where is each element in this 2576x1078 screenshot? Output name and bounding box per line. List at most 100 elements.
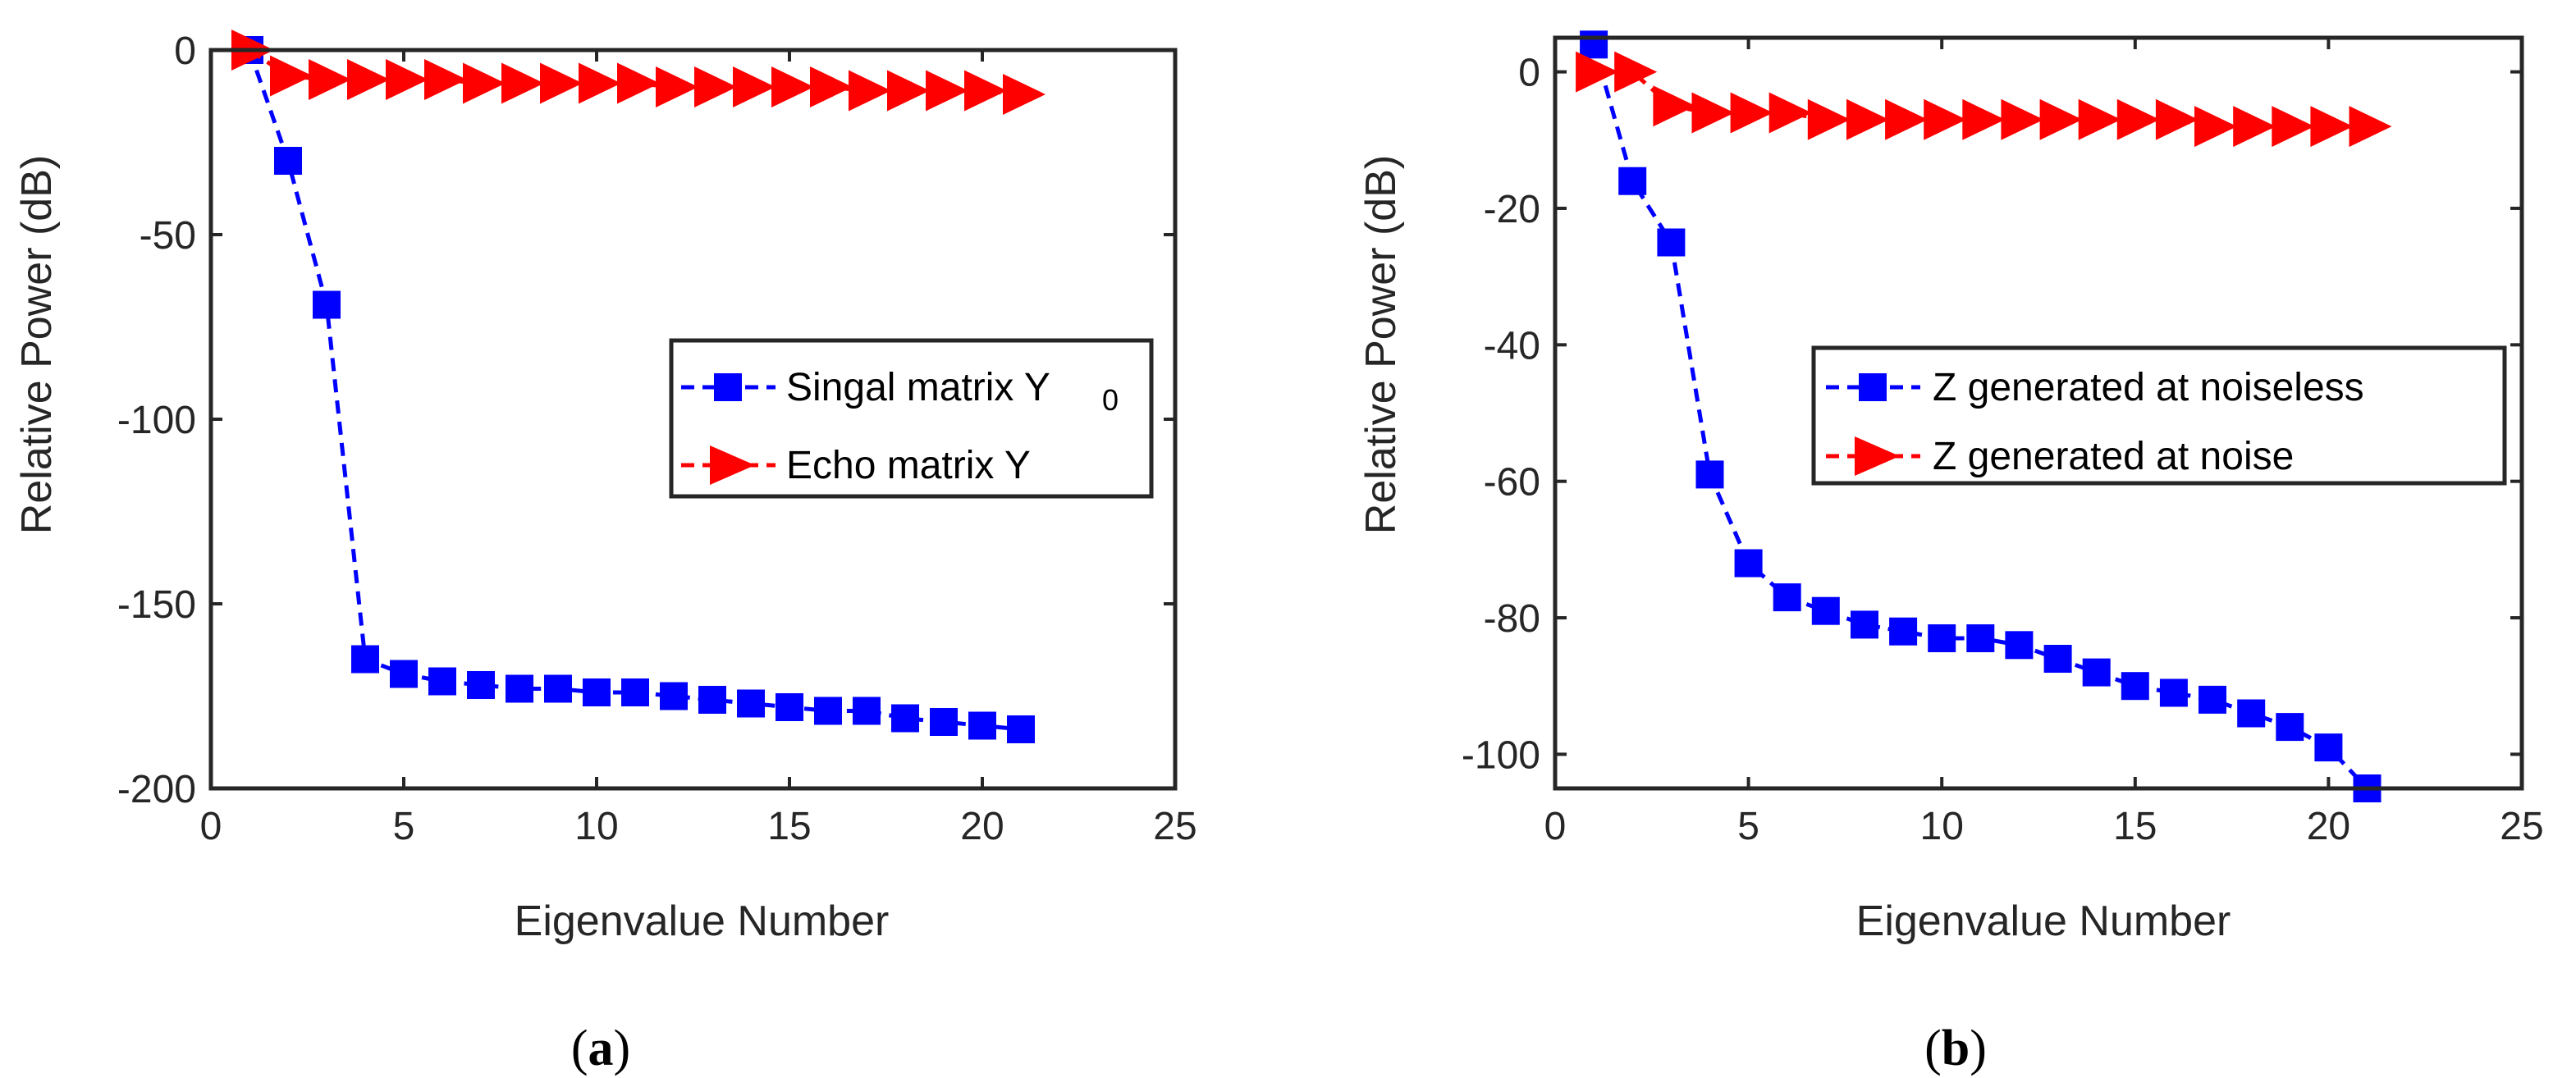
panel-b-series-0-point-16 (2199, 685, 2226, 714)
panel-b-series-0-point-8 (1889, 617, 1918, 646)
panel-b-series-0-point-12 (2043, 645, 2072, 673)
panel-a-legend-box (669, 338, 1154, 499)
panel-b-series-0-point-19 (2314, 733, 2343, 762)
panel-a-series-1-point-15 (810, 66, 853, 107)
panel-b-ylabel: Relative Power (dB) (1357, 155, 1405, 534)
panel-a-series-1-point-19 (964, 70, 1007, 112)
panel-a-ylabel: Relative Power (dB) (13, 155, 61, 534)
panel-a-series-0-point-3 (351, 645, 379, 674)
panel-b-ytick-label-1: -20 (1484, 188, 1540, 231)
panel-b-legend-label-0: Z generated at noiseless (1933, 366, 2364, 409)
panel-b-series-0-point-13 (2082, 658, 2111, 687)
panel-b-series-1-point-15 (2155, 98, 2199, 140)
panel-b-xlabel: Eigenvalue Number (1856, 898, 2231, 945)
panel-b-series-0-point-15 (2159, 678, 2188, 707)
panel-b-series-1-point-3 (1691, 92, 1735, 134)
panel-b-series-1-point-2 (1653, 85, 1696, 127)
panel-b-series-1-point-20 (2349, 106, 2392, 148)
panel-b-series-0-point-3 (1695, 460, 1724, 489)
panel-a: Relative Power (dB) Eigenvalue Number 0 5… (13, 30, 1197, 945)
panel-b-series-0-point-11 (2005, 631, 2034, 660)
panel-b-series-0-point-10 (1966, 624, 1995, 652)
panel-a-series-1-point-20 (1003, 74, 1045, 115)
panel-b-xtick-label-0: 0 (1544, 805, 1567, 848)
panel-a-legend-marker-0 (714, 373, 742, 401)
panel-a-series-1-point-7 (501, 62, 544, 104)
panel-a-series-1-point-12 (694, 66, 737, 107)
panel-b-series-1-point-1 (1614, 51, 1658, 93)
svg-text:(a): (a) (571, 1021, 630, 1076)
panel-a-plot (231, 30, 1045, 743)
panel-a-legend-marker-1 (710, 445, 755, 485)
panel-b-series-0-point-7 (1851, 610, 1878, 639)
panel-a-legend: Singal matrix Y 0 Echo matrix Y (669, 338, 1154, 499)
panel-a-series-1-point-8 (540, 62, 583, 104)
panel-a-series-1-point-14 (771, 66, 814, 107)
panel-b-xtick-label-1: 5 (1737, 805, 1759, 848)
panel-a-ticks: 0 5 10 15 20 25 0 -50 -100 -150 -200 (117, 30, 1197, 848)
panel-b-legend-label-1: Z generated at noise (1933, 435, 2294, 478)
panel-b-series-0-point-14 (2121, 672, 2149, 701)
caption-a-letter: a (588, 1021, 614, 1076)
panel-b-series-0-point-4 (1734, 549, 1763, 578)
panel-b-series-0-point-17 (2237, 699, 2266, 728)
panel-a-legend-label-1: Echo matrix Y (786, 444, 1031, 487)
panel-a-axes (208, 48, 1178, 791)
panel-a-series-0-point-1 (274, 147, 302, 175)
panel-a-xlabel: Eigenvalue Number (515, 898, 890, 945)
panel-a-series-0-point-11 (660, 682, 688, 710)
panel-b-legend-marker-1 (1855, 436, 1900, 476)
panel-b-xtick-label-3: 15 (2113, 805, 2157, 848)
panel-a-xtick-label-1: 5 (393, 805, 415, 848)
panel-a-series-0-point-17 (891, 704, 919, 733)
panel-b-series-1-point-5 (1768, 92, 1812, 134)
panel-a-ytick-label-4: -200 (117, 768, 196, 811)
panel-b-series-1-point-0 (1576, 51, 1619, 93)
panel-b: Relative Power (dB) Eigenvalue Number 0 5… (1357, 30, 2544, 945)
panel-a-xtick-label-2: 10 (574, 805, 618, 848)
panel-a-series-0-point-2 (313, 290, 341, 319)
panel-a-series-0-point-6 (467, 671, 495, 699)
panel-a-series-0-point-15 (814, 697, 842, 725)
caption-a: (a) (571, 1021, 630, 1076)
panel-b-series-0-point-5 (1773, 583, 1801, 612)
panel-a-series-1-point-4 (386, 59, 428, 100)
panel-b-series-1-point-16 (2194, 106, 2237, 148)
panel-a-series-0-point-16 (853, 697, 881, 725)
panel-a-xtick-label-5: 25 (1153, 805, 1196, 848)
panel-b-axes (1553, 35, 2524, 791)
panel-a-series-1-point-1 (270, 55, 313, 97)
panel-b-series-1-point-14 (2116, 98, 2160, 140)
panel-b-series-1-point-10 (1962, 98, 2006, 140)
panel-a-xtick-label-4: 20 (960, 805, 1004, 848)
panel-a-series-0-point-5 (428, 667, 456, 696)
panel-b-xtick-label-5: 25 (2500, 805, 2543, 848)
panel-b-series-1-point-6 (1807, 98, 1851, 140)
panel-b-xtick-label-4: 20 (2307, 805, 2350, 848)
panel-a-series-0-point-14 (776, 693, 803, 721)
panel-a-series-1-point-3 (347, 59, 390, 100)
panel-b-legend-marker-0 (1859, 373, 1887, 401)
panel-b-series-0-point-0 (1580, 30, 1608, 59)
panel-b-ytick-label-3: -60 (1484, 461, 1540, 505)
panel-a-legend-label-0: Singal matrix Y (786, 366, 1050, 409)
panel-b-ytick-label-0: 0 (1518, 52, 1540, 95)
caption-b-open: ( (1924, 1021, 1942, 1076)
panel-a-series-0-point-10 (621, 678, 649, 706)
panel-a-series-0-point-20 (1007, 715, 1035, 743)
panel-b-series-1-point-4 (1730, 92, 1773, 134)
panel-b-series-1-point-12 (2039, 98, 2083, 140)
panel-b-series-0-point-1 (1618, 167, 1647, 195)
caption-b-letter: b (1942, 1021, 1970, 1076)
panel-b-legend-box (1811, 345, 2507, 486)
panel-b-series-0-point-2 (1657, 228, 1686, 257)
panel-b-series-0-point-6 (1811, 596, 1840, 625)
panel-b-series-0-point-9 (1928, 624, 1956, 652)
panel-a-legend-subscript-0: 0 (1102, 383, 1119, 417)
panel-a-series-1-point-6 (463, 62, 506, 104)
panel-a-series-0-point-13 (737, 689, 765, 718)
panel-a-ytick-label-1: -50 (140, 214, 196, 258)
panel-a-series-1-point-11 (656, 66, 698, 107)
panel-a-series-1-point-13 (733, 66, 776, 107)
